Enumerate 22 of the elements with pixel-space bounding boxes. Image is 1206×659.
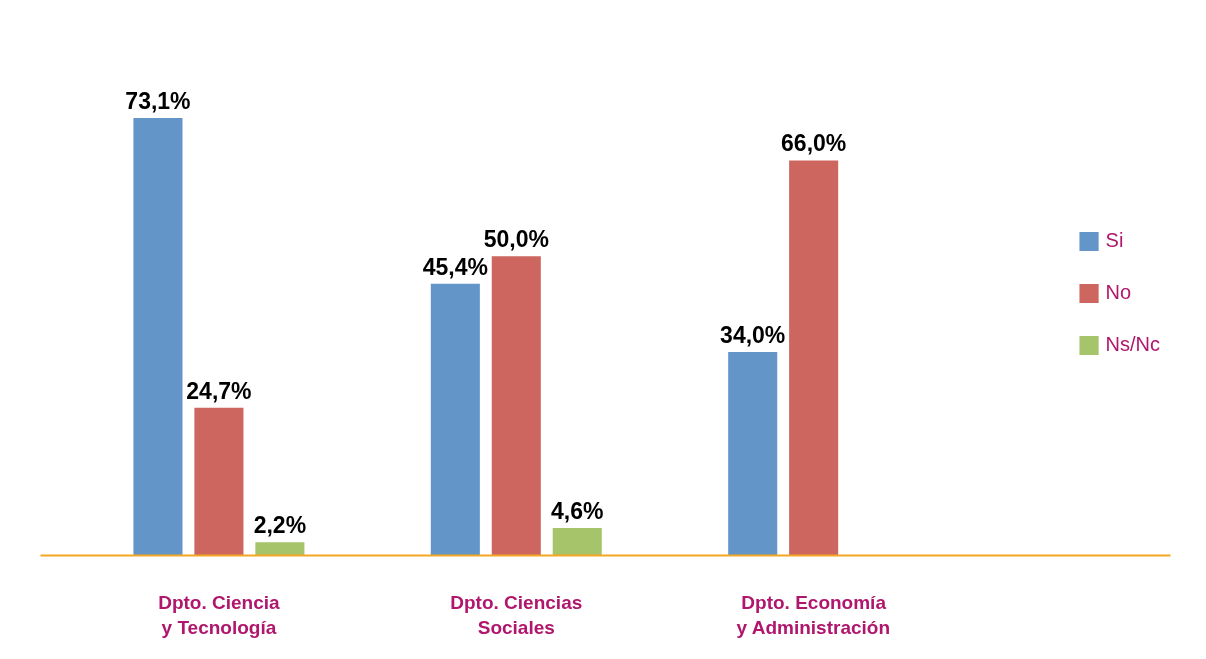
bar: [491, 256, 541, 556]
legend-label: No: [1105, 281, 1132, 304]
data-label: 4,6%: [551, 497, 604, 524]
data-label: 66,0%: [781, 130, 847, 157]
x-tick-label: Dpto. Economía y Administración: [736, 591, 891, 638]
bar: [133, 118, 183, 556]
bar: [430, 283, 480, 556]
data-label: 34,0%: [720, 322, 786, 349]
data-label: 73,1%: [125, 88, 191, 114]
legend-label: Ns/Nc: [1105, 333, 1160, 356]
x-tick-label: Dpto. Ciencia y Tecnología: [158, 591, 281, 638]
bar: [255, 542, 305, 556]
bar: [194, 407, 244, 556]
bar: [552, 527, 602, 556]
data-label: 2,2%: [253, 512, 307, 539]
data-label: 24,7%: [186, 377, 252, 404]
bar: [789, 160, 839, 556]
data-label: 45,4%: [422, 253, 488, 280]
x-tick-label: Dpto. Ciencias Sociales: [450, 591, 583, 638]
bar: [728, 352, 778, 556]
data-label: 50,0%: [483, 226, 549, 253]
legend-label: Si: [1105, 229, 1125, 252]
